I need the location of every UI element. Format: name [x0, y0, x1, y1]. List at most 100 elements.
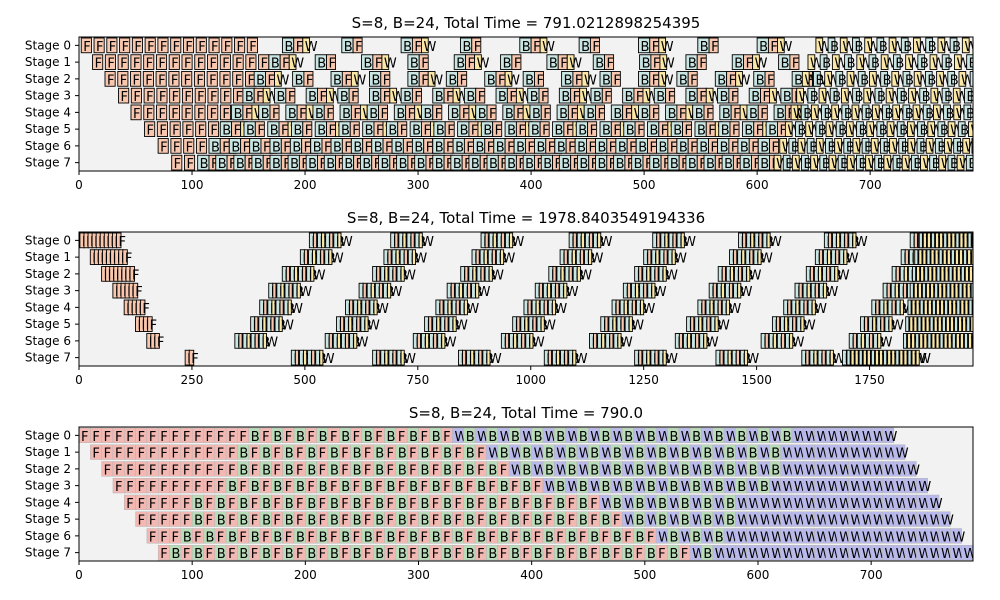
cell-w	[927, 121, 936, 137]
cell-label: F	[296, 514, 303, 529]
cell-w	[580, 232, 585, 249]
cell-label: F	[158, 57, 165, 72]
cell-label: F	[121, 90, 128, 105]
cell-label: W	[331, 252, 344, 267]
cell-f	[182, 37, 195, 54]
cell-label: B	[618, 140, 627, 155]
cell-label: F	[464, 157, 471, 172]
cell-b	[924, 71, 933, 87]
cell-label: B	[522, 530, 531, 545]
cell-f	[154, 333, 160, 349]
cell-label: B	[284, 40, 293, 55]
cell-w	[870, 138, 879, 154]
cell-label: B	[803, 107, 812, 122]
cell-label: F	[209, 73, 216, 88]
cell-w	[883, 154, 892, 171]
cell-label: F	[681, 157, 688, 172]
cell-label: F	[267, 73, 274, 88]
cell-f	[527, 299, 532, 316]
cell-f	[254, 121, 265, 137]
cell-label: B	[387, 530, 396, 545]
cell-label: F	[573, 157, 580, 172]
cell-w	[971, 249, 973, 265]
cell-label: B	[271, 57, 280, 72]
cell-label: F	[522, 547, 529, 562]
cell-b	[874, 87, 883, 104]
cell-b	[912, 266, 917, 282]
cell-label: B	[262, 447, 271, 462]
cell-label: W	[818, 40, 831, 55]
cell-label: B	[715, 430, 724, 445]
cell-w	[872, 316, 877, 332]
cell-label: F	[690, 140, 697, 155]
cell-label: B	[846, 140, 855, 155]
cell-label: B	[488, 497, 497, 512]
cell-f	[638, 349, 643, 366]
cell-label: B	[364, 480, 373, 495]
cell-label: F	[364, 497, 371, 512]
cell-b	[880, 71, 888, 87]
cell-label: W	[810, 57, 823, 72]
cell-w	[452, 316, 457, 332]
cell-w	[943, 333, 948, 349]
cell-label: F	[324, 140, 331, 155]
cell-w	[946, 249, 951, 265]
cell-label: F	[545, 547, 552, 562]
cell-w	[937, 316, 942, 332]
cell-label: F	[731, 90, 738, 105]
cell-label: B	[262, 497, 271, 512]
cell-w	[436, 316, 441, 332]
cell-label: F	[536, 73, 543, 88]
cell-w	[705, 87, 714, 104]
cell-label: B	[194, 497, 203, 512]
cell-b	[960, 266, 965, 282]
cell-b	[905, 316, 910, 332]
cell-label: B	[625, 90, 634, 105]
cell-b	[896, 121, 905, 137]
cell-label: B	[927, 73, 936, 88]
cell-label: F	[341, 514, 348, 529]
cell-label: F	[133, 57, 140, 72]
cell-label: F	[210, 90, 217, 105]
cell-label: B	[285, 497, 294, 512]
cell-label: B	[659, 140, 668, 155]
cell-f	[207, 87, 219, 104]
cell-w	[535, 299, 540, 316]
cell-w	[791, 154, 800, 171]
cell-w	[893, 444, 906, 460]
cell-label: W	[755, 57, 768, 72]
cell-b	[907, 349, 912, 366]
cell-f	[116, 232, 122, 249]
cell-label: B	[556, 480, 565, 495]
cell-f	[352, 37, 363, 54]
cell-label: F	[355, 40, 362, 55]
cell-label: F	[239, 480, 246, 495]
cell-label: F	[570, 107, 577, 122]
cell-label: F	[421, 73, 428, 88]
cell-f	[380, 71, 391, 87]
cell-f	[279, 299, 284, 316]
cell-label: B	[899, 90, 908, 105]
cell-label: F	[138, 514, 145, 529]
cell-label: F	[351, 90, 358, 105]
cell-label: B	[640, 73, 649, 88]
cell-label: F	[756, 124, 763, 139]
cell-label: B	[341, 480, 350, 495]
cell-w	[934, 249, 939, 265]
y-tick-label: Stage 7	[25, 546, 71, 560]
cell-label: F	[522, 497, 529, 512]
cell-label: F	[326, 107, 333, 122]
cell-label: F	[251, 497, 258, 512]
cell-label: F	[205, 514, 212, 529]
cell-w	[888, 37, 897, 54]
cell-label: W	[532, 335, 545, 350]
cell-b	[801, 154, 809, 171]
x-tick-label: 500	[633, 568, 656, 582]
cell-w	[925, 316, 930, 332]
cell-label: F	[545, 514, 552, 529]
cell-w	[866, 349, 871, 366]
cell-label: B	[344, 157, 353, 172]
cell-w	[384, 266, 389, 282]
cell-w	[862, 349, 867, 366]
cell-w	[280, 282, 285, 299]
